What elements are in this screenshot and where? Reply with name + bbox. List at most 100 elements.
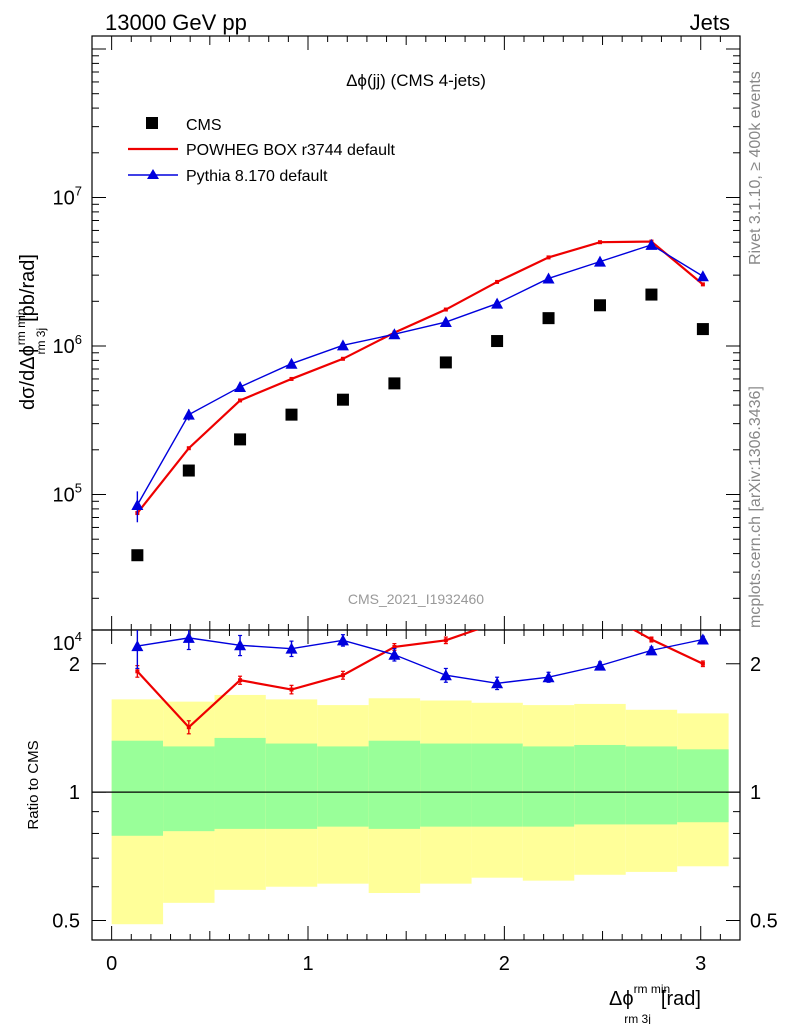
data-point-cms [645,288,658,301]
ratio-point-pythia [131,640,144,652]
ratio-point-pythia [234,639,247,651]
data-point-cms [182,464,195,477]
data-point-powheg [700,282,705,287]
y-tick-base: 10 [53,336,75,358]
ratio-point-powheg [443,638,448,643]
y-axis-label-main: dσ/dΔϕrm min rm 3j [pb/rad] [14,254,48,410]
data-point-powheg [443,307,448,312]
x-tick-label: 2 [499,953,510,975]
y-tick-exp: 7 [75,184,82,199]
y-tick-base: 10 [53,188,75,210]
analysis-id: CMS_2021_I1932460 [348,591,484,607]
data-point-pythia [182,408,195,420]
data-point-pythia [696,270,709,282]
x-tick-label: 1 [302,953,313,975]
ratio-point-pythia [285,642,298,654]
ratio-point-powheg [547,616,551,620]
data-point-powheg [238,398,243,403]
ratio-series-group [131,616,709,735]
data-point-pythia [234,380,247,392]
data-point-powheg [289,376,294,381]
data-point-cms [542,312,555,325]
data-point-pythia [388,328,401,340]
ratio-point-powheg [495,620,499,624]
ratio-point-powheg [238,678,243,683]
ratio-point-pythia [439,669,452,681]
y-tick-label: 107 [53,184,82,210]
x-label-text: Δϕ [609,988,634,1010]
ratio-band-inner [574,744,626,825]
ratio-point-pythia [336,634,349,646]
data-point-pythia [645,238,658,250]
mcplots-label: mcplots.cern.ch [arXiv:1306.3436] [747,386,764,628]
ratio-point-pythia [645,644,658,656]
ratio-point-pythia [696,633,709,645]
ratio-band-inner [522,746,575,827]
y-tick-exp: 4 [75,629,82,644]
ratio-band-inner [317,746,369,827]
x-axis-label: Δϕrm min rm 3j [rad] [609,982,701,1024]
data-point-cms [696,323,709,336]
x-tick-label: 0 [106,953,117,975]
ratio-point-pythia [542,671,555,683]
y-tick-label: 106 [53,332,82,358]
data-point-powheg [186,446,191,451]
ratio-tick-label-left: 2 [69,654,80,676]
ratio-band-inner [677,749,729,823]
legend: CMS POWHEG BOX r3744 default Pythia 8.17… [128,117,396,185]
ratio-point-powheg [186,725,191,730]
series-layer [131,238,709,735]
ratio-point-powheg [340,673,345,678]
data-point-cms [439,356,452,369]
ratio-band-inner [163,746,215,832]
y-label-main-unit: [pb/rad] [17,254,39,322]
data-point-powheg [495,279,500,284]
data-point-cms [131,549,144,562]
y-tick-base: 10 [53,633,75,655]
x-label-sub: rm 3j [624,1012,651,1024]
data-point-pythia [491,297,504,309]
y-label-main-sup: rm min [14,309,28,346]
ratio-band-inner [420,743,472,827]
legend-marker-pythia [147,169,159,179]
process-label: Jets [690,10,730,35]
data-point-cms [234,433,247,446]
ratio-band-inner [214,737,266,829]
y-tick-exp: 5 [75,481,82,496]
y-label-main-sub: rm 3j [34,328,48,355]
x-label-sup: rm min [634,982,671,996]
data-point-cms [285,408,298,421]
y-tick-exp: 6 [75,332,82,347]
ratio-point-powheg [289,687,294,692]
series-line-pythia [136,244,704,506]
ratio-point-pythia [182,631,195,643]
data-point-powheg [546,255,551,260]
y-axis-label-ratio: Ratio to CMS [25,740,42,829]
x-tick-label: 3 [695,953,706,975]
series-line-powheg [136,240,704,514]
y-tick-label: 105 [53,481,82,507]
rivet-label: Rivet 3.1.10, ≥ 400k events [747,71,764,265]
ratio-point-powheg [649,637,654,642]
ratio-tick-label-right: 2 [750,654,761,676]
ratio-point-pythia [388,648,401,660]
data-point-pythia [593,255,606,267]
chart-title: Δϕ(jj) (CMS 4-jets) [346,71,486,90]
ratio-tick-label-right: 1 [750,782,761,804]
ratio-line-pythia [137,637,704,684]
x-label-unit: [rad] [661,988,701,1010]
ratio-band-inner [111,740,164,836]
ratio-tick-label-left: 0.5 [52,910,80,932]
legend-label-cms: CMS [186,117,222,134]
data-point-cms [593,299,606,312]
ratio-point-pythia [491,677,504,689]
ratio-band-inner [368,740,421,829]
ratio-line-powheg [136,630,704,729]
ratio-band-inner [625,746,678,825]
ratio-tick-label-left: 1 [69,782,80,804]
data-point-pythia [439,316,452,328]
legend-label-powheg: POWHEG BOX r3744 default [186,142,396,159]
